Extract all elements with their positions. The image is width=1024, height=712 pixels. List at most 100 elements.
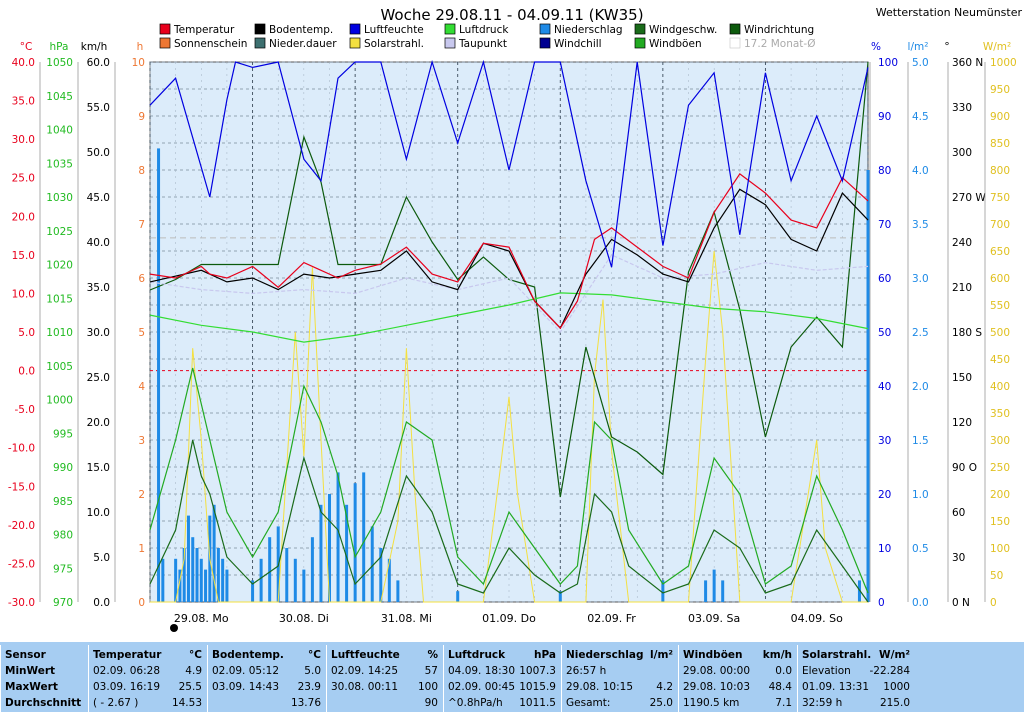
tick-humidity: 20 — [878, 489, 891, 501]
tick-humidity: 30 — [878, 435, 891, 447]
rain-bar — [199, 558, 203, 602]
tick-solar: 150 — [990, 516, 1010, 528]
tick-humidity: 90 — [878, 111, 891, 123]
stats-cell-value: 4.2 — [656, 681, 673, 693]
tick-hours: 0 — [138, 597, 145, 609]
stats-cell-value: 0.0 — [775, 665, 792, 677]
tick-direction: 210 — [952, 282, 972, 294]
tick-wind: 30.0 — [87, 327, 110, 339]
rain-bar — [178, 569, 182, 602]
legend-label: Luftfeuchte — [364, 24, 424, 36]
tick-temp: -10.0 — [8, 443, 35, 455]
rain-bar — [216, 548, 220, 602]
rain-bar — [379, 548, 383, 602]
legend-swatch — [444, 23, 456, 35]
stats-row: 13.76 — [212, 695, 321, 711]
rain-bar — [182, 548, 186, 602]
tick-solar: 800 — [990, 165, 1010, 177]
stats-cell-label: ( - 2.67 ) — [93, 697, 139, 709]
stats-cell-label: 02.09. 00:45 — [448, 681, 515, 693]
stats-cell-value: 1011.5 — [519, 697, 556, 709]
tick-pressure: 1010 — [46, 327, 73, 339]
unit-rain: l/m² — [908, 41, 929, 53]
tick-hours: 8 — [138, 165, 145, 177]
legend-label: Windgeschw. — [649, 24, 717, 36]
unit-temp: °C — [20, 41, 33, 53]
day-labels: 29.08. Mo 30.08. Di 31.08. Mi 01.09. Do 02.0… — [170, 612, 843, 632]
stats-row: 02.09. 14:25 57 — [331, 663, 438, 679]
unit-humidity: % — [871, 41, 881, 53]
tick-rain: 1.5 — [912, 435, 929, 447]
tick-solar: 250 — [990, 462, 1010, 474]
tick-wind: 10.0 — [87, 507, 110, 519]
stats-cell-value: 13.76 — [290, 697, 321, 709]
series-luftdruck — [149, 292, 869, 343]
statistics-table: Sensor MinWert MaxWert Durchschnitt Temperat… — [0, 642, 1024, 712]
tick-temp: 5.0 — [18, 327, 35, 339]
rain-bar — [370, 526, 374, 602]
tick-pressure: 980 — [53, 530, 73, 542]
stats-header-label: Temperatur — [93, 649, 162, 661]
legend-label: Windrichtung — [744, 24, 814, 36]
stats-header: Windböen km/h — [683, 647, 792, 663]
stats-header-unit: °C — [308, 649, 321, 661]
stats-cell-label: 02.09. 05:12 — [212, 665, 279, 677]
stats-row: 30.08. 00:11 100 — [331, 679, 438, 695]
rain-bar — [661, 580, 665, 602]
tick-solar: 0 — [990, 597, 997, 609]
tick-pressure: 1040 — [46, 125, 73, 137]
tick-rain: 5.0 — [912, 57, 929, 69]
rain-bar — [319, 504, 323, 602]
tick-pressure: 1020 — [46, 260, 73, 272]
rain-bar — [293, 558, 297, 602]
stats-cell-value: 25.5 — [178, 681, 202, 693]
legend-swatch — [159, 37, 171, 49]
legend-label: Bodentemp. — [269, 24, 333, 36]
stats-column: Solarstrahl. W/m² Elevation -22.284 01.09. 1… — [797, 645, 914, 712]
tick-pressure: 970 — [53, 597, 73, 609]
tick-rain: 4.5 — [912, 111, 929, 123]
tick-temp: -20.0 — [8, 520, 35, 532]
rain-bar — [866, 170, 870, 602]
rain-bar — [157, 148, 161, 602]
rain-bar — [310, 537, 314, 602]
stats-cell-value: 7.1 — [775, 697, 792, 709]
stats-cell-label: 03.09. 16:19 — [93, 681, 160, 693]
tick-wind: 15.0 — [87, 462, 110, 474]
stats-header-unit: l/m² — [650, 649, 673, 661]
day-label: 31.08. Mi — [381, 612, 432, 625]
stats-row: MinWert — [5, 663, 83, 679]
legend-label: Taupunkt — [458, 38, 507, 50]
series-windb-en — [149, 367, 869, 594]
tick-temp: -5.0 — [15, 404, 36, 416]
stats-header-unit: W/m² — [879, 649, 910, 661]
stats-column: Temperatur °C 02.09. 06:28 4.9 03.09. 16:19 2… — [88, 645, 206, 712]
stats-cell-label: 1190.5 km — [683, 697, 740, 709]
tick-pressure: 1025 — [46, 226, 73, 238]
station-name: Wetterstation Neumünster — [876, 6, 1023, 19]
stats-header: Solarstrahl. W/m² — [802, 647, 910, 663]
tick-rain: 1.0 — [912, 489, 929, 501]
tick-humidity: 50 — [878, 327, 891, 339]
legend-swatch — [634, 23, 646, 35]
tick-temp: 0.0 — [18, 366, 35, 378]
stats-cell-label: 26:57 h — [566, 665, 607, 677]
tick-direction: 300 — [952, 147, 972, 159]
day-label: 02.09. Fr — [587, 612, 636, 625]
tick-humidity: 10 — [878, 543, 891, 555]
tick-humidity: 40 — [878, 381, 891, 393]
tick-hours: 1 — [138, 543, 145, 555]
rain-bar — [328, 494, 331, 602]
unit-hours: h — [137, 41, 144, 53]
series-layer — [149, 59, 870, 603]
stats-header-unit: % — [427, 649, 438, 661]
tick-temp: 25.0 — [12, 173, 35, 185]
tick-direction: 90 O — [952, 462, 977, 474]
stats-header: Bodentemp. °C — [212, 647, 321, 663]
rain-bar — [161, 558, 165, 602]
tick-hours: 5 — [138, 327, 145, 339]
stats-row: 29.08. 10:03 48.4 — [683, 679, 792, 695]
day-label: 04.09. So — [791, 612, 843, 625]
stats-column: Luftdruck hPa 04.09. 18:30 1007.3 02.09. 00:… — [443, 645, 560, 712]
tick-hours: 10 — [132, 57, 145, 69]
